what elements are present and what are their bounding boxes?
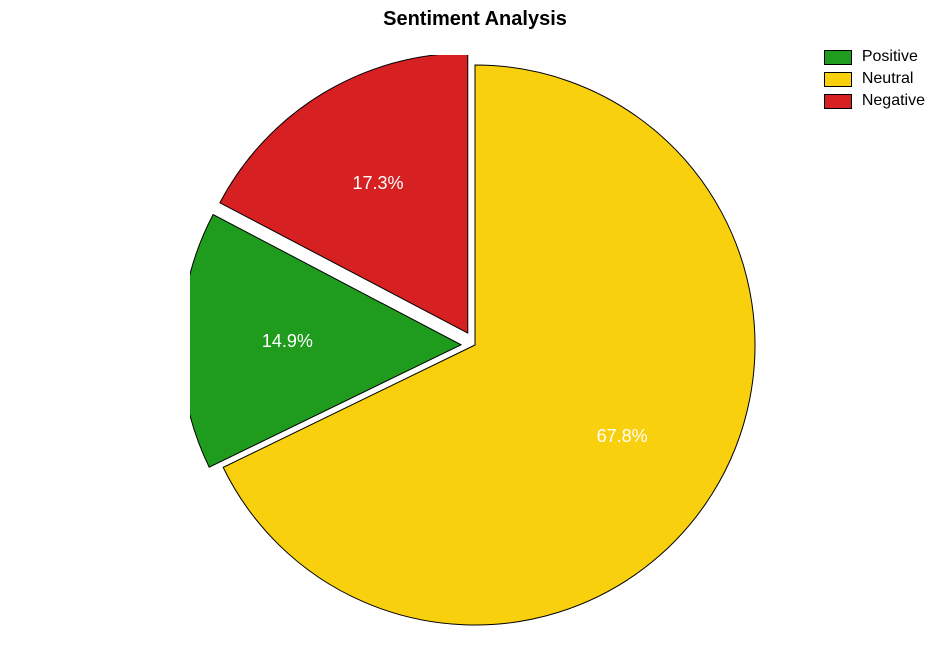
chart-title: Sentiment Analysis (0, 8, 950, 31)
legend-swatch (824, 72, 852, 87)
legend-item-neutral: Neutral (824, 70, 925, 88)
legend-swatch (824, 50, 852, 65)
legend-label: Positive (862, 48, 918, 66)
legend: Positive Neutral Negative (824, 48, 925, 114)
slice-label-negative: 17.3% (352, 173, 403, 193)
pie-chart: 67.8% 14.9% 17.3% (190, 55, 760, 645)
legend-label: Neutral (862, 70, 914, 88)
legend-swatch (824, 94, 852, 109)
slice-label-neutral: 67.8% (597, 426, 648, 446)
legend-item-negative: Negative (824, 92, 925, 110)
chart-container: Sentiment Analysis 67.8% 14.9% 17.3% Posit… (0, 0, 950, 662)
legend-item-positive: Positive (824, 48, 925, 66)
slice-label-positive: 14.9% (262, 331, 313, 351)
legend-label: Negative (862, 92, 925, 110)
